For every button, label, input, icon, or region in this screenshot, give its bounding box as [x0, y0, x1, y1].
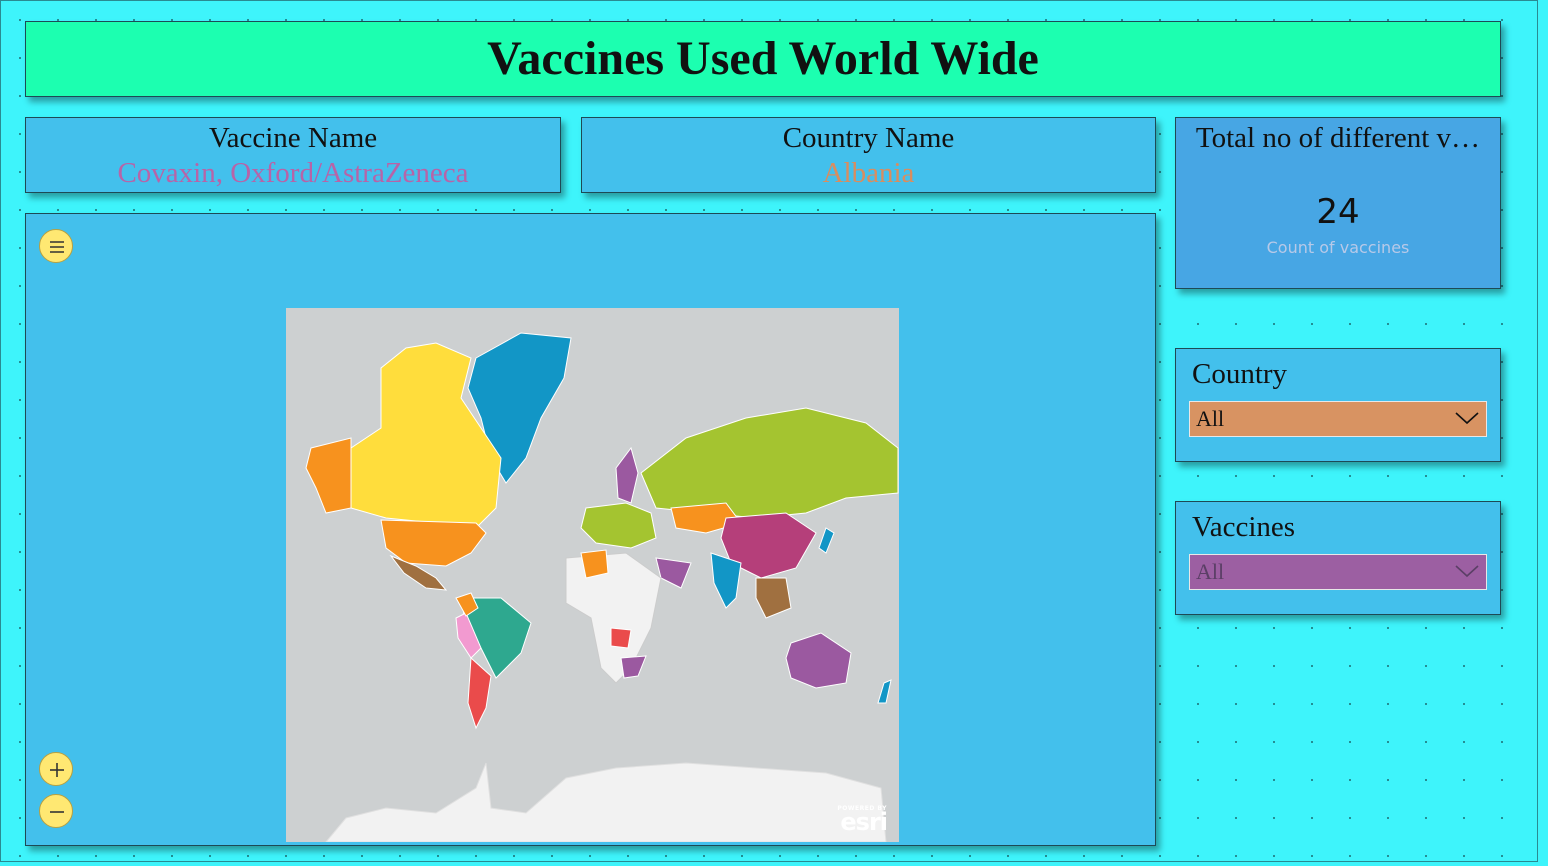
- region-argentina: [467, 656, 492, 730]
- vaccines-slicer: Vaccines All: [1175, 501, 1501, 615]
- country-slicer: Country All: [1175, 348, 1501, 462]
- region-algeria: [580, 549, 609, 579]
- region-se-asia: [755, 577, 792, 619]
- vaccine-name-card[interactable]: Vaccine Name Covaxin, Oxford/AstraZeneca: [25, 117, 561, 193]
- region-angola: [610, 627, 632, 649]
- vaccines-dropdown-value: All: [1196, 559, 1225, 584]
- region-colombia: [455, 592, 479, 617]
- chevron-down-icon: [1455, 565, 1479, 578]
- vaccine-count-sublabel: Count of vaccines: [1266, 238, 1410, 257]
- vaccine-name-label: Vaccine Name: [208, 122, 378, 154]
- zoom-in-button[interactable]: [39, 752, 73, 786]
- vaccine-name-value: Covaxin, Oxford/AstraZeneca: [117, 157, 469, 189]
- zoom-out-button[interactable]: [39, 794, 73, 828]
- chevron-down-icon: [1455, 412, 1479, 425]
- region-usa: [380, 519, 487, 567]
- esri-attribution: POWERED BY esri: [837, 805, 888, 836]
- region-china: [720, 512, 817, 579]
- country-name-card[interactable]: Country Name Albania: [581, 117, 1156, 193]
- region-alaska: [305, 437, 352, 514]
- world-map: [305, 332, 899, 842]
- vaccines-dropdown[interactable]: All: [1189, 554, 1487, 590]
- country-slicer-label: Country: [1192, 358, 1288, 390]
- map-canvas[interactable]: POWERED BY esri: [286, 308, 899, 842]
- region-australia: [785, 632, 852, 689]
- title-banner: Vaccines Used World Wide: [25, 21, 1501, 97]
- region-europe: [580, 502, 657, 549]
- region-africa: [565, 552, 662, 684]
- region-greenland: [467, 332, 572, 484]
- country-name-label: Country Name: [782, 122, 955, 154]
- region-antarctica: [325, 762, 887, 842]
- zoom-in-icon: [50, 763, 64, 777]
- zoom-out-icon: [50, 811, 64, 813]
- vaccine-count-title: Total no of different v…: [1195, 122, 1481, 154]
- region-arabia: [655, 557, 692, 589]
- map-menu-button[interactable]: [39, 229, 73, 263]
- esri-logo: esri: [840, 808, 888, 836]
- vaccine-count-value: 24: [1316, 192, 1360, 232]
- country-dropdown-value: All: [1196, 406, 1225, 431]
- vaccines-slicer-label: Vaccines: [1192, 511, 1296, 543]
- region-mexico: [389, 554, 448, 591]
- vaccine-count-card[interactable]: Total no of different v… 24 Count of vac…: [1175, 117, 1501, 289]
- country-name-value: Albania: [822, 157, 915, 189]
- region-new-zealand: [877, 679, 892, 704]
- region-russia: [640, 407, 899, 519]
- country-dropdown[interactable]: All: [1189, 401, 1487, 437]
- attribution-powered-by: POWERED BY: [837, 805, 887, 812]
- region-scandinavia: [615, 446, 639, 504]
- region-south-africa: [620, 655, 647, 679]
- region-india: [710, 552, 742, 609]
- world-map-visual[interactable]: POWERED BY esri: [25, 213, 1156, 846]
- page-title: Vaccines Used World Wide: [487, 32, 1039, 85]
- menu-icon: [50, 241, 64, 253]
- region-japan: [818, 527, 835, 554]
